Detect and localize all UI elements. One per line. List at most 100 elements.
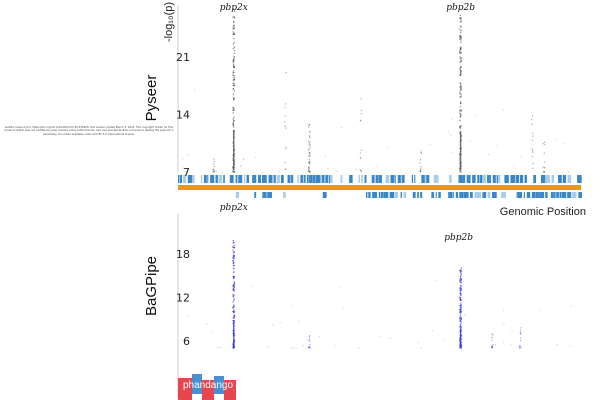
gene-block [349, 175, 353, 183]
gene-block [452, 192, 454, 198]
data-point [232, 84, 234, 87]
gene-block [477, 175, 480, 183]
gene-block [328, 175, 331, 183]
data-point [459, 287, 462, 289]
data-point [460, 171, 462, 173]
data-point [284, 121, 286, 123]
data-point [460, 93, 462, 95]
data-point [308, 151, 311, 154]
data-point [233, 129, 236, 132]
data-point [307, 169, 310, 172]
data-point [233, 251, 236, 254]
gene-block [290, 175, 294, 183]
gene-block [364, 175, 367, 183]
gene-block [545, 175, 551, 183]
data-point [419, 162, 421, 164]
data-point [519, 345, 521, 347]
data-point [233, 276, 235, 279]
background-point [496, 145, 498, 147]
gene-block [268, 175, 273, 183]
data-point [459, 323, 461, 326]
gene-block [526, 192, 531, 198]
data-point [308, 149, 310, 151]
gene-block [479, 192, 482, 198]
data-point [491, 346, 493, 348]
gene-block [491, 192, 497, 198]
data-point [308, 171, 310, 173]
background-point [187, 315, 189, 317]
data-point [213, 171, 215, 173]
gene-block [504, 175, 509, 183]
background-point [292, 347, 294, 349]
data-point [543, 171, 546, 173]
background-point [355, 168, 357, 170]
data-point [460, 110, 462, 112]
gene-block [431, 192, 435, 198]
data-point [284, 115, 287, 117]
background-point [386, 146, 388, 149]
gene-block [385, 175, 390, 183]
data-point [232, 87, 235, 90]
data-point [309, 131, 311, 134]
data-point [459, 67, 462, 69]
background-point [298, 320, 300, 322]
phandango-logo: phandango [178, 374, 238, 400]
background-point [336, 170, 338, 172]
gene-block [539, 192, 545, 198]
gene-block [312, 175, 316, 183]
data-point [520, 329, 522, 331]
logo-block-red-3 [224, 380, 236, 400]
gene-block [553, 192, 556, 198]
data-point [420, 150, 422, 152]
background-point [216, 346, 219, 348]
background-point [267, 346, 269, 348]
background-point [358, 347, 360, 349]
gene-block [179, 175, 183, 183]
gene-block [394, 192, 398, 198]
data-point [460, 37, 462, 39]
bagpipe-title: BaGPipe [143, 256, 160, 316]
gene-block [207, 175, 209, 183]
data-point [233, 99, 235, 101]
data-point [232, 169, 234, 172]
gene-block [551, 175, 554, 183]
data-point [233, 275, 236, 278]
y-tick-label: 7 [183, 166, 190, 179]
gene-block [433, 175, 439, 183]
data-point [233, 84, 236, 87]
data-point [459, 56, 461, 58]
data-point [308, 170, 311, 173]
data-point [460, 284, 462, 287]
data-point [459, 292, 462, 295]
data-point [284, 168, 286, 170]
data-point [460, 270, 463, 272]
gene-block [487, 175, 490, 183]
gene-annotation-pbp2b: pbp2b [444, 233, 473, 243]
background-point [219, 346, 222, 348]
data-point [459, 82, 462, 85]
background-point [341, 126, 343, 128]
data-point [233, 316, 236, 318]
data-point [232, 124, 235, 127]
data-point [232, 107, 234, 110]
gene-block [412, 192, 416, 198]
gene-block [235, 175, 238, 183]
data-point [308, 123, 311, 126]
data-point [491, 346, 493, 348]
data-point [233, 170, 236, 172]
data-point [233, 71, 235, 74]
data-point [460, 84, 462, 86]
gene-block [479, 175, 483, 183]
gene-block [280, 175, 284, 183]
data-point [233, 241, 235, 244]
gene-block [558, 175, 562, 183]
data-point [532, 151, 534, 153]
background-point [232, 95, 234, 97]
gene-block [203, 175, 207, 183]
gene-block [487, 192, 491, 198]
data-point [459, 50, 461, 53]
data-point [232, 284, 235, 287]
data-point [213, 158, 215, 160]
data-point [460, 308, 462, 311]
data-point [308, 171, 310, 173]
